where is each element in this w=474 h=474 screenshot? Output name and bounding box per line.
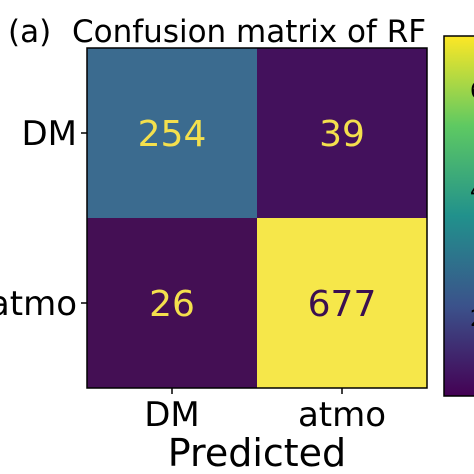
cell-value-label: 254 [138, 114, 207, 155]
cell-value-label: 39 [319, 114, 365, 155]
y-tick-label: DM [21, 114, 77, 154]
cell-value-label: 677 [308, 284, 377, 325]
x-tick-label: atmo [298, 395, 386, 435]
plot-frame [86, 47, 428, 389]
matrix-cell-atmo-atmo [257, 218, 427, 388]
colorbar-tick-label: 6 [470, 79, 474, 104]
matrix-cell-DM-atmo [257, 48, 427, 218]
matrix-cell-atmo-DM [87, 218, 257, 388]
colorbar-tick-label: 2 [470, 307, 474, 332]
matrix-cell-DM-DM [87, 48, 257, 218]
panel-label: (a) [8, 14, 52, 50]
colorbar [443, 35, 474, 397]
chart-title: Confusion matrix of RF [72, 14, 427, 50]
x-axis-label: Predicted [168, 431, 346, 474]
y-tick-label: atmo [0, 284, 77, 324]
x-tick-label: DM [144, 395, 200, 435]
cell-value-label: 26 [149, 284, 195, 325]
colorbar-tick-label: 4 [470, 179, 474, 204]
